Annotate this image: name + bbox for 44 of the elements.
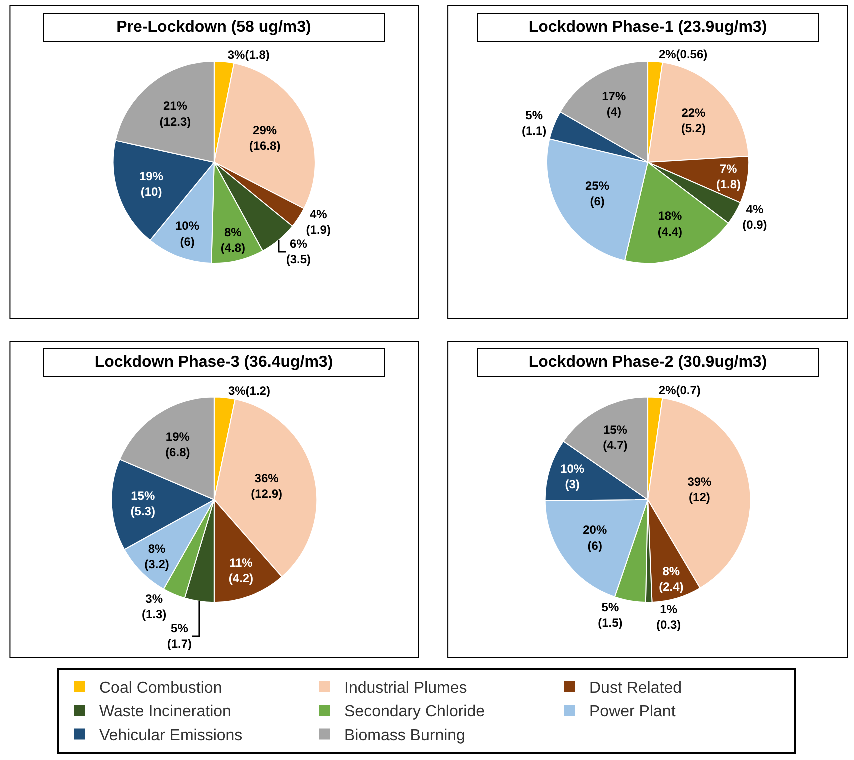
data-label: 5% (1.1) — [522, 108, 547, 138]
legend-label: Secondary Chloride — [344, 704, 486, 721]
chart-title: Lockdown Phase-2 (30.9ug/m3) — [528, 354, 768, 371]
legend-label: Vehicular Emissions — [100, 728, 243, 745]
data-label: 6% (3.5) — [286, 237, 312, 267]
data-label: 8% (2.4) — [659, 564, 684, 594]
data-label: 15% (4.7) — [603, 422, 628, 453]
data-label: 18% (4.4) — [658, 209, 683, 239]
legend-label: Coal Combustion — [100, 680, 222, 697]
data-label: 2%(0.56) — [658, 48, 708, 62]
chart-title: Pre-Lockdown (58 ug/m3) — [116, 19, 312, 36]
legend-label: Dust Related — [590, 680, 682, 697]
data-label: 39% (12) — [688, 474, 712, 504]
data-label: 8% (3.2) — [144, 542, 170, 572]
data-label: 11% (4.2) — [228, 556, 254, 586]
data-label: 1% (0.3) — [656, 602, 682, 632]
data-label: 19% (6.8) — [166, 430, 190, 460]
data-label: 3%(1.2) — [228, 384, 270, 398]
data-label: 19% (10) — [140, 169, 164, 199]
data-label: 36% (12.9) — [251, 471, 282, 501]
legend-label: Industrial Plumes — [344, 680, 468, 697]
legend-label: Biomass Burning — [344, 728, 466, 745]
data-label: 4% (1.9) — [306, 208, 331, 238]
data-label: 25% (6) — [586, 178, 610, 208]
chart-title: Lockdown Phase-1 (23.9ug/m3) — [528, 19, 768, 36]
data-label: 3%(1.8) — [228, 48, 270, 62]
data-label: 4% (0.9) — [742, 202, 768, 232]
data-label: 10% (6) — [176, 219, 200, 249]
legend-label: Waste Incineration — [100, 704, 232, 721]
data-label: 20% (6) — [583, 523, 608, 553]
data-label: 22% (5.2) — [681, 106, 706, 136]
data-label: 21% (12.3) — [160, 99, 192, 129]
data-label: 8% (4.8) — [220, 226, 246, 256]
data-label: 29% (16.8) — [249, 123, 281, 153]
data-label: 5% (1.5) — [598, 600, 623, 630]
data-label: 5% (1.7) — [167, 622, 192, 652]
data-label: 17% (4) — [602, 89, 626, 119]
data-label: 3% (1.3) — [142, 592, 167, 622]
data-label: 15% (5.3) — [130, 488, 156, 518]
data-label: 10% (3) — [560, 462, 585, 492]
data-label: 7% (1.8) — [716, 162, 741, 192]
legend-label: Power Plant — [590, 704, 676, 721]
data-label: 2%(0.7) — [658, 384, 701, 398]
chart-title: Lockdown Phase-3 (36.4ug/m3) — [94, 354, 334, 371]
